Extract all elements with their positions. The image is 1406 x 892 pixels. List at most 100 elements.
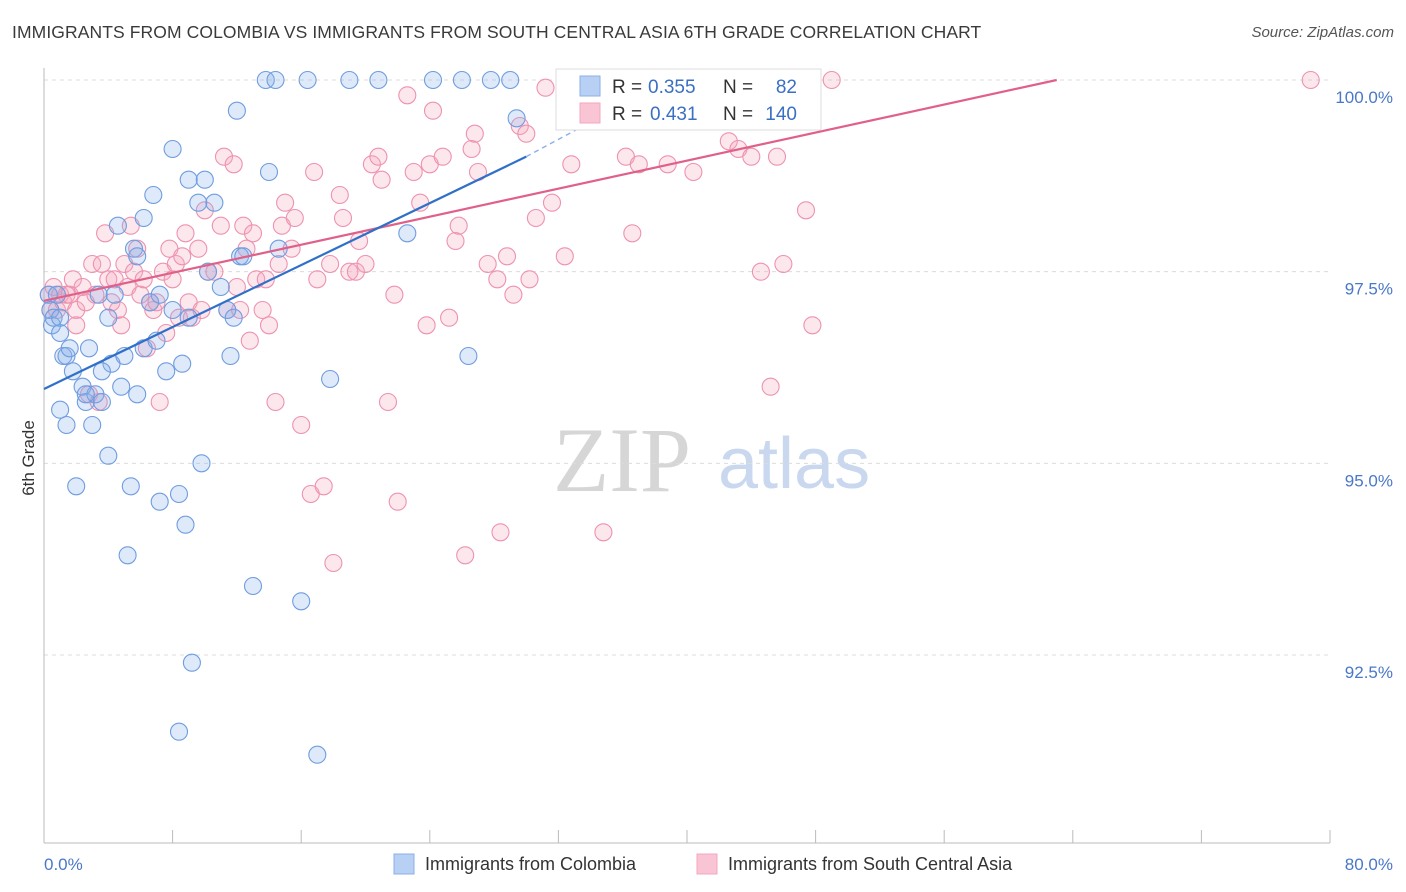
x-tick-label-max: 80.0% xyxy=(1345,855,1393,874)
point-south-central-asia xyxy=(243,224,263,243)
x-tick-label-min: 0.0% xyxy=(44,855,83,874)
point-south-central-asia xyxy=(742,147,761,166)
point-colombia xyxy=(150,285,169,304)
point-south-central-asia xyxy=(108,300,127,320)
point-south-central-asia xyxy=(822,70,841,90)
trend-lines xyxy=(43,78,1057,390)
point-colombia xyxy=(118,546,137,565)
legend-r-label-1: R = xyxy=(612,77,642,98)
point-colombia xyxy=(163,139,182,159)
point-south-central-asia xyxy=(385,285,404,304)
point-south-central-asia xyxy=(63,270,82,289)
point-colombia xyxy=(369,70,388,90)
point-colombia xyxy=(198,262,218,281)
y-tick-label: 92.5% xyxy=(1345,663,1393,682)
point-south-central-asia xyxy=(211,216,230,235)
point-south-central-asia xyxy=(751,262,770,281)
point-south-central-asia xyxy=(462,139,481,159)
legend-bottom-swatch-south-central-asia xyxy=(696,853,718,875)
point-south-central-asia xyxy=(269,254,288,274)
point-south-central-asia xyxy=(456,546,475,565)
legend-r-value-1: 0.355 xyxy=(648,77,696,98)
point-colombia xyxy=(195,170,214,189)
point-colombia xyxy=(507,109,526,128)
point-south-central-asia xyxy=(372,170,391,189)
point-south-central-asia xyxy=(433,147,452,166)
point-south-central-asia xyxy=(173,247,192,266)
point-south-central-asia xyxy=(398,86,417,105)
point-colombia xyxy=(67,477,86,496)
point-colombia xyxy=(169,484,189,504)
point-south-central-asia xyxy=(526,208,545,228)
point-south-central-asia xyxy=(542,193,562,212)
point-colombia xyxy=(340,70,359,90)
point-colombia xyxy=(452,70,471,90)
point-colombia xyxy=(150,492,169,511)
point-colombia xyxy=(459,346,478,366)
watermark-zip: ZIP xyxy=(553,409,691,511)
point-colombia xyxy=(57,415,76,435)
point-colombia xyxy=(76,385,95,404)
point-colombia xyxy=(44,308,63,327)
point-south-central-asia xyxy=(150,392,169,412)
legend-bottom-swatch-colombia xyxy=(393,853,415,875)
point-colombia xyxy=(134,208,153,228)
point-south-central-asia xyxy=(176,224,195,243)
point-south-central-asia xyxy=(404,162,423,182)
point-south-central-asia xyxy=(234,216,253,235)
point-south-central-asia xyxy=(214,147,234,166)
point-colombia xyxy=(169,722,189,741)
point-south-central-asia xyxy=(266,392,285,412)
point-south-central-asia xyxy=(440,308,459,327)
point-colombia xyxy=(266,70,285,90)
y-axis-label: 6th Grade xyxy=(19,420,38,496)
point-south-central-asia xyxy=(362,155,381,174)
legend-n-label-1: N = xyxy=(723,77,753,98)
point-south-central-asia xyxy=(536,78,555,97)
y-axis-tick-labels: 100.0% 97.5% 95.0% 92.5% xyxy=(1335,88,1393,682)
point-colombia xyxy=(47,285,66,304)
point-colombia xyxy=(51,400,70,419)
point-colombia xyxy=(292,592,311,611)
point-south-central-asia xyxy=(796,201,816,220)
point-south-central-asia xyxy=(285,208,304,228)
point-colombia xyxy=(112,377,131,396)
point-colombia xyxy=(92,392,111,412)
point-south-central-asia xyxy=(333,208,353,228)
point-colombia xyxy=(192,454,211,473)
point-colombia xyxy=(51,323,70,343)
point-colombia xyxy=(398,224,417,243)
chart-title: IMMIGRANTS FROM COLOMBIA VS IMMIGRANTS F… xyxy=(12,22,982,42)
y-tick-label: 95.0% xyxy=(1345,471,1393,490)
point-colombia xyxy=(179,170,198,189)
point-south-central-asia xyxy=(417,316,436,335)
point-south-central-asia xyxy=(305,162,324,182)
point-south-central-asia xyxy=(330,185,349,205)
point-south-central-asia xyxy=(292,415,311,435)
point-colombia xyxy=(128,247,147,266)
point-colombia xyxy=(173,354,192,373)
point-south-central-asia xyxy=(719,132,738,151)
point-colombia xyxy=(227,101,246,120)
point-south-central-asia xyxy=(465,124,484,143)
point-south-central-asia xyxy=(761,377,780,396)
point-south-central-asia xyxy=(1301,70,1320,90)
point-south-central-asia xyxy=(356,254,375,274)
point-colombia xyxy=(128,385,147,404)
watermark-atlas: atlas xyxy=(718,424,870,504)
point-south-central-asia xyxy=(324,553,343,573)
trend-line-colombia-extension xyxy=(525,121,591,158)
point-south-central-asia xyxy=(388,492,407,511)
point-south-central-asia xyxy=(488,270,507,289)
point-south-central-asia xyxy=(478,254,497,274)
point-colombia xyxy=(92,362,111,381)
correlation-legend: R = 0.355 N = 82 R = 0.431 N = 140 xyxy=(555,68,822,131)
point-south-central-asia xyxy=(253,300,272,320)
point-colombia xyxy=(224,308,243,327)
point-colombia xyxy=(86,385,105,404)
point-colombia xyxy=(76,392,95,412)
point-colombia xyxy=(176,515,195,534)
point-south-central-asia xyxy=(594,523,613,542)
point-south-central-asia xyxy=(629,155,648,174)
point-colombia xyxy=(211,277,230,297)
